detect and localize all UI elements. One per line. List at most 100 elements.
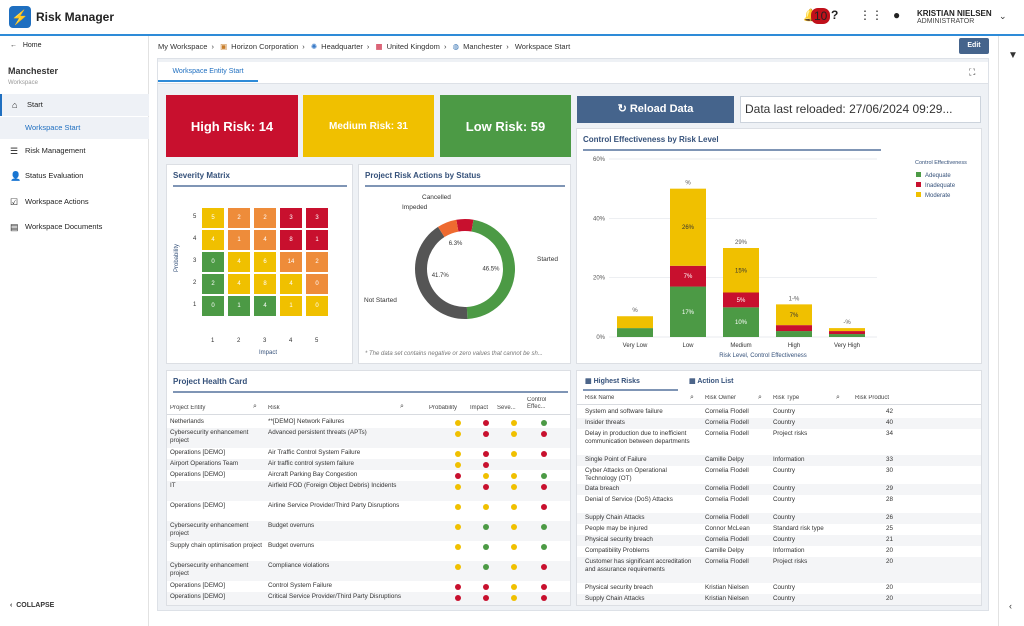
table-row[interactable]: Compatibility Problems Camille Delpy Infor…: [577, 546, 981, 557]
matrix-cell[interactable]: 0: [305, 295, 329, 317]
table-row[interactable]: Single Point of Failure Camille Delpy Info…: [577, 455, 981, 466]
fullscreen-icon[interactable]: ⛶: [969, 67, 976, 77]
table-row[interactable]: Operations [DEMO] Aircraft Parking Bay Co…: [167, 470, 570, 481]
matrix-cell[interactable]: 0: [201, 295, 225, 317]
breadcrumb-my-workspace[interactable]: My Workspace: [158, 42, 208, 51]
table-row[interactable]: Operations [DEMO] Airline Service Provide…: [167, 501, 570, 521]
bar-segment[interactable]: [776, 304, 812, 326]
bar-segment[interactable]: [723, 307, 759, 337]
breadcrumb-headquarter[interactable]: Headquarter: [321, 42, 363, 51]
donut-slice[interactable]: [438, 219, 459, 238]
breadcrumb-uk[interactable]: United Kingdom: [386, 42, 440, 51]
breadcrumb-manchester[interactable]: Manchester: [463, 42, 503, 51]
search-icon[interactable]: ⌕: [690, 394, 694, 401]
donut-slice[interactable]: [415, 226, 468, 319]
table-row[interactable]: Cybersecurity enhancement project Budget …: [167, 521, 570, 541]
table-row[interactable]: Customer has significant accreditation a…: [577, 557, 981, 583]
collapse-button[interactable]: ‹ COLLAPSE: [10, 602, 55, 609]
bar-segment[interactable]: [776, 331, 812, 337]
matrix-cell[interactable]: 6: [253, 251, 277, 273]
table-row[interactable]: Netherlands **[DEMO] Network Failures: [167, 417, 570, 428]
column-header[interactable]: Risk Name: [585, 395, 615, 401]
filter-icon[interactable]: ▼: [1008, 50, 1018, 61]
bar-segment[interactable]: [776, 325, 812, 332]
sidebar-item-risk-management[interactable]: ☰ Risk Management: [0, 140, 149, 162]
matrix-cell[interactable]: 0: [305, 273, 329, 295]
matrix-cell[interactable]: 4: [253, 229, 277, 251]
matrix-cell[interactable]: 14: [279, 251, 303, 273]
table-row[interactable]: Insider threats Cornelia Flodell Country 40: [577, 418, 981, 429]
table-row[interactable]: Supply Chain Attacks Cornelia Flodell Coun…: [577, 513, 981, 524]
matrix-cell[interactable]: 1: [305, 229, 329, 251]
help-icon[interactable]: ?: [831, 8, 839, 22]
table-row[interactable]: IT Airfield FOD (Foreign Object Debris) I…: [167, 481, 570, 501]
bar-segment[interactable]: [829, 331, 865, 335]
table-row[interactable]: Cybersecurity enhancement project Complia…: [167, 561, 570, 581]
matrix-cell[interactable]: 0: [201, 251, 225, 273]
matrix-cell[interactable]: 8: [279, 229, 303, 251]
breadcrumb-horizon[interactable]: Horizon Corporation: [231, 42, 299, 51]
table-row[interactable]: Physical security breach Cornelia Flodell…: [577, 535, 981, 546]
matrix-cell[interactable]: 8: [253, 273, 277, 295]
bar-segment[interactable]: [723, 248, 759, 293]
kpi-medium-risk[interactable]: Medium Risk: 31: [303, 95, 434, 157]
chevron-down-icon[interactable]: ⌄: [999, 11, 1007, 21]
app-title[interactable]: Risk Manager: [36, 10, 115, 24]
table-row[interactable]: Denial of Service (DoS) Attacks Cornelia …: [577, 495, 981, 513]
reload-data-button[interactable]: ↻ Reload Data: [577, 96, 734, 123]
column-header[interactable]: Probability: [429, 405, 457, 411]
matrix-cell[interactable]: 4: [253, 295, 277, 317]
table-row[interactable]: Airport Operations Team Air traffic contr…: [167, 459, 570, 470]
table-row[interactable]: Delay in production due to inefficient c…: [577, 429, 981, 455]
apps-grid-icon[interactable]: ⋮⋮: [859, 8, 883, 22]
bar-segment[interactable]: [829, 328, 865, 332]
sidebar-item-status-evaluation[interactable]: 👤 Status Evaluation: [0, 165, 149, 187]
column-header[interactable]: Risk Owner: [705, 395, 737, 401]
user-name[interactable]: KRISTIAN NIELSEN: [917, 9, 992, 18]
donut-slice[interactable]: [466, 219, 515, 319]
tab-highest-risks[interactable]: ▦ Highest Risks: [585, 378, 640, 385]
column-header[interactable]: Project Entity: [170, 405, 206, 411]
search-icon[interactable]: ⌕: [400, 403, 404, 410]
kpi-high-risk[interactable]: High Risk: 14: [166, 95, 298, 157]
matrix-cell[interactable]: 3: [305, 207, 329, 229]
bar-segment[interactable]: [723, 292, 759, 308]
matrix-cell[interactable]: 5: [201, 207, 225, 229]
tab-action-list[interactable]: ▦ Action List: [689, 378, 734, 385]
donut-slice[interactable]: [456, 219, 474, 232]
table-row[interactable]: Operations [DEMO] Air Traffic Control Sys…: [167, 448, 570, 459]
matrix-cell[interactable]: 4: [227, 273, 251, 295]
search-icon[interactable]: ⌕: [836, 394, 840, 401]
table-row[interactable]: Supply chain optimisation project Budget …: [167, 541, 570, 561]
column-header[interactable]: Risk Product: [855, 395, 890, 401]
column-header[interactable]: Risk Type: [773, 395, 800, 401]
table-row[interactable]: Physical security breach Kristian Nielsen…: [577, 583, 981, 594]
matrix-cell[interactable]: 2: [201, 273, 225, 295]
matrix-cell[interactable]: 2: [305, 251, 329, 273]
legend-entry[interactable]: Moderate: [925, 193, 951, 199]
chevron-left-icon[interactable]: ‹: [1009, 601, 1012, 611]
user-icon[interactable]: ●: [893, 8, 901, 22]
table-row[interactable]: People may be injured Connor McLean Standa…: [577, 524, 981, 535]
column-header[interactable]: Risk: [268, 405, 280, 411]
table-row[interactable]: Supply Chain Attacks Kristian Nielsen Coun…: [577, 594, 981, 605]
matrix-cell[interactable]: 4: [279, 273, 303, 295]
search-icon[interactable]: ⌕: [253, 403, 257, 410]
search-icon[interactable]: ⌕: [758, 394, 762, 401]
column-header[interactable]: Control Effec...: [527, 397, 547, 410]
matrix-cell[interactable]: 2: [253, 207, 277, 229]
matrix-cell[interactable]: 1: [279, 295, 303, 317]
matrix-cell[interactable]: 1: [227, 295, 251, 317]
table-row[interactable]: System and software failure Cornelia Flod…: [577, 407, 981, 418]
sidebar-item-workspace-start[interactable]: Workspace Start: [0, 117, 149, 139]
bar-segment[interactable]: [829, 334, 865, 337]
bar-segment[interactable]: [670, 286, 706, 337]
matrix-cell[interactable]: 2: [227, 207, 251, 229]
matrix-cell[interactable]: 3: [279, 207, 303, 229]
bar-segment[interactable]: [617, 316, 653, 329]
bar-segment[interactable]: [670, 265, 706, 287]
matrix-cell[interactable]: 4: [201, 229, 225, 251]
edit-button[interactable]: Edit: [959, 38, 989, 54]
legend-entry[interactable]: Adequate: [925, 173, 951, 179]
column-header[interactable]: Impact: [470, 405, 489, 411]
